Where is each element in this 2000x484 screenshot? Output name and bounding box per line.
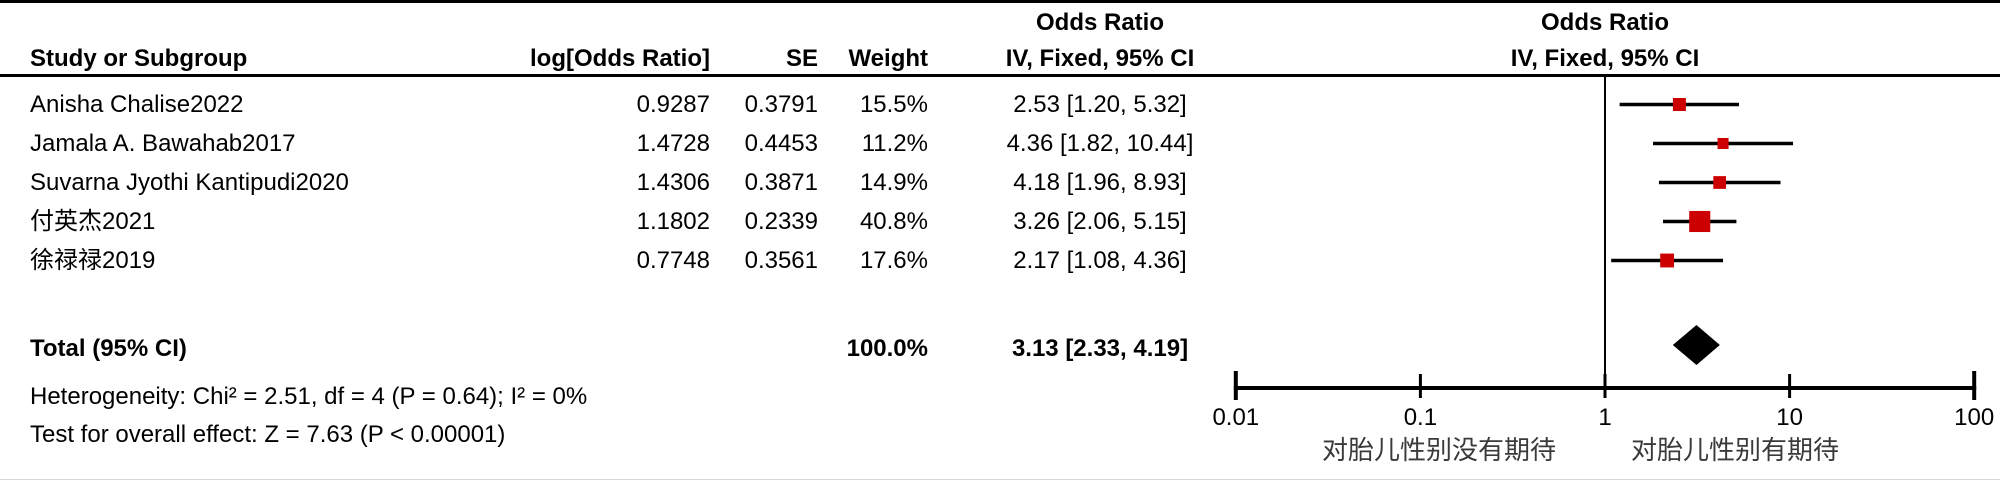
study-name-cell: Suvarna Jyothi Kantipudi2020 <box>30 169 349 196</box>
ci-text-cell: 2.17 [1.08, 4.36] <box>1013 247 1187 274</box>
total-diamond <box>1672 325 1720 365</box>
ci-text-cell: 4.36 [1.82, 10.44] <box>1006 130 1194 157</box>
header-underline <box>0 74 2000 77</box>
tick-label: 0.01 <box>1212 404 1259 431</box>
effect-square <box>1672 98 1686 111</box>
column-header-study: Study or Subgroup <box>30 45 248 72</box>
effect-square <box>1713 176 1727 189</box>
column-header-or-sub-left: IV, Fixed, 95% CI <box>1005 45 1195 72</box>
study-name-cell: Jamala A. Bawahab2017 <box>30 130 296 157</box>
effect-square <box>1660 253 1675 268</box>
weight-cell: 17.6% <box>859 247 928 274</box>
total-weight: 100.0% <box>846 335 928 362</box>
column-header-or-title-left: Odds Ratio <box>1035 9 1164 36</box>
column-header-or-sub-right: IV, Fixed, 95% CI <box>1510 45 1700 72</box>
tick-label: 0.1 <box>1404 404 1437 431</box>
se-cell: 0.3561 <box>744 247 818 274</box>
favours-right-label: 对胎儿性别有期待 <box>1631 436 1839 465</box>
se-cell: 0.3791 <box>744 91 818 118</box>
log-or-cell: 0.7748 <box>636 247 710 274</box>
total-label: Total (95% CI) <box>30 335 187 362</box>
weight-cell: 15.5% <box>859 91 928 118</box>
log-or-cell: 1.1802 <box>636 208 710 235</box>
weight-cell: 11.2% <box>861 130 928 157</box>
se-cell: 0.4453 <box>744 130 818 157</box>
tick-label: 10 <box>1776 404 1803 431</box>
ci-text-cell: 2.53 [1.20, 5.32] <box>1013 91 1187 118</box>
study-name-cell: Anisha Chalise2022 <box>30 91 244 118</box>
ci-text-cell: 3.26 [2.06, 5.15] <box>1013 208 1187 235</box>
column-header-log-or: log[Odds Ratio] <box>530 45 710 72</box>
se-cell: 0.3871 <box>744 169 818 196</box>
weight-cell: 14.9% <box>859 169 928 196</box>
weight-cell: 40.8% <box>859 208 928 235</box>
table-row: 付英杰2021 1.1802 0.2339 40.8% 3.26 [2.06, 5.15… <box>0 202 1330 241</box>
column-header-or-title-right: Odds Ratio <box>1540 9 1669 36</box>
table-row: Jamala A. Bawahab2017 1.4728 0.4453 11.2% 4.… <box>0 124 1330 163</box>
ci-text-cell: 4.18 [1.96, 8.93] <box>1013 169 1187 196</box>
table-row: Suvarna Jyothi Kantipudi2020 1.4306 0.3871… <box>0 163 1330 202</box>
column-header-se: SE <box>785 45 818 72</box>
top-border <box>0 0 2000 3</box>
effect-square <box>1717 137 1729 150</box>
total-ci: 3.13 [2.33, 4.19] <box>1011 335 1189 362</box>
bottom-border <box>0 479 2000 480</box>
table-row: 徐禄禄2019 0.7748 0.3561 17.6% 2.17 [1.08, 4.36… <box>0 241 1330 280</box>
table-row: Anisha Chalise2022 0.9287 0.3791 15.5% 2.53 … <box>0 85 1330 124</box>
log-or-cell: 1.4728 <box>636 130 710 157</box>
total-row: Total (95% CI) 100.0% 3.13 [2.33, 4.19] <box>0 329 1330 368</box>
favours-left-label: 对胎儿性别没有期待 <box>1322 436 1556 465</box>
study-name-cell: 徐禄禄2019 <box>30 247 156 274</box>
log-or-cell: 1.4306 <box>636 169 710 196</box>
log-or-cell: 0.9287 <box>636 91 710 118</box>
overall-effect-text: Test for overall effect: Z = 7.63 (P < 0… <box>30 421 506 448</box>
se-cell: 0.2339 <box>744 208 818 235</box>
tick-label: 1 <box>1598 404 1611 431</box>
heterogeneity-text: Heterogeneity: Chi² = 2.51, df = 4 (P = … <box>30 383 588 410</box>
effect-square <box>1689 210 1711 233</box>
tick-label: 100 <box>1954 404 1994 431</box>
column-header-weight: Weight <box>848 45 928 72</box>
study-name-cell: 付英杰2021 <box>30 208 156 235</box>
